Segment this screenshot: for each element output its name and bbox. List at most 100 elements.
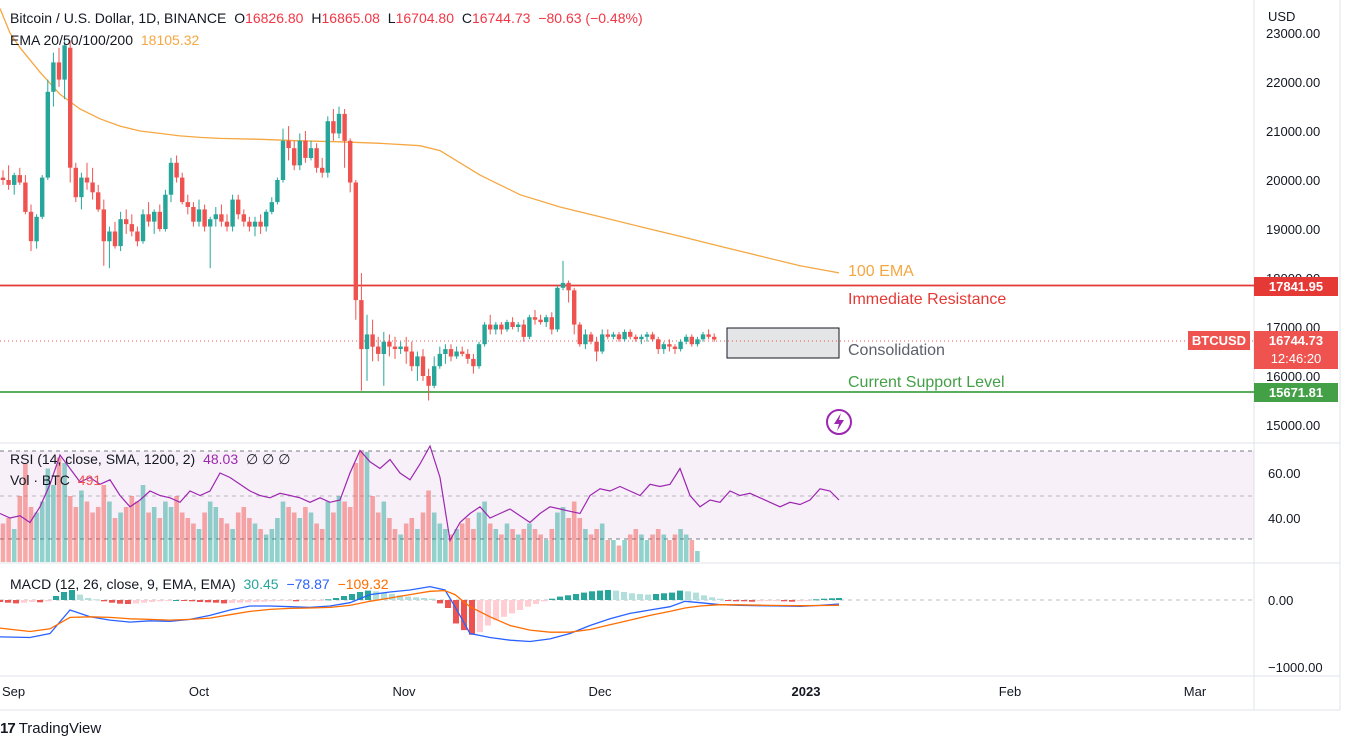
candle [286, 126, 291, 161]
rsi-legend[interactable]: RSI (14, close, SMA, 1200, 2) 48.03 ∅ ∅ … [10, 451, 294, 468]
candle [163, 189, 168, 232]
macd-hist-bar [213, 600, 219, 603]
candle [336, 106, 342, 139]
volume-bar [39, 501, 45, 562]
consolidation-box[interactable] [726, 327, 840, 359]
time-label: Mar [1184, 684, 1207, 699]
candle-body [135, 231, 140, 242]
candle-body [213, 214, 218, 220]
candle [370, 319, 375, 362]
candle [146, 202, 151, 227]
candle-body [157, 211, 162, 229]
macd-hist-bar [21, 600, 27, 603]
macd-hist-bar [413, 597, 419, 600]
candle [588, 331, 594, 345]
volume-bar [571, 501, 577, 562]
rsi-legend-extra: ∅ ∅ ∅ [246, 451, 291, 467]
time-label: Oct [189, 684, 210, 699]
candle [51, 52, 56, 107]
macd-hist-bar [373, 591, 379, 600]
candle [90, 167, 95, 200]
volume-bar [392, 529, 398, 562]
candle [376, 336, 381, 362]
footer-brand[interactable]: 17 TradingView [0, 720, 101, 737]
candle-body [656, 339, 661, 350]
rsi-legend-value: 48.03 [203, 451, 239, 467]
volume-bar [370, 496, 375, 562]
price-axis-ticks[interactable]: 23000.00 22000.00 21000.00 20000.00 19000.00… [1266, 26, 1320, 433]
volume-bar [174, 496, 179, 562]
time-label: 2023 [792, 684, 821, 699]
macd-hist-bar [437, 600, 443, 604]
volume-legend[interactable]: Vol · BTC 491 [10, 472, 105, 488]
volume-bar [6, 518, 11, 562]
candle [616, 331, 622, 342]
candle-body [124, 219, 129, 225]
macd-tick: 0.00 [1268, 593, 1293, 608]
time-label: Dec [588, 684, 612, 699]
candle-body [84, 177, 90, 183]
price-tick: 22000.00 [1266, 75, 1320, 90]
candle [695, 336, 700, 347]
volume-bar [118, 512, 123, 562]
ema-legend[interactable]: EMA 20/50/100/200 18105.32 [10, 32, 203, 48]
candle [325, 116, 330, 178]
candle [689, 334, 694, 347]
candle-body [6, 180, 11, 185]
macd-hist-bar [701, 595, 707, 600]
macd-hist-bar [293, 600, 299, 602]
volume-bar [123, 507, 129, 562]
symbol-legend[interactable]: Bitcoin / U.S. Dollar, 1D, BINANCE O1682… [10, 10, 647, 26]
candle [667, 339, 672, 352]
candle-body [224, 221, 230, 227]
candle [202, 204, 207, 232]
candle [0, 170, 6, 185]
last-price-badge: 16744.73 12:46:20 [1254, 331, 1338, 369]
macd-hist-bar [485, 600, 491, 626]
macd-hist-bar [141, 600, 147, 603]
candle [124, 209, 129, 234]
candle-body [712, 336, 717, 340]
macd-hist-bar [229, 600, 235, 603]
candle-body [560, 282, 566, 288]
candle [353, 180, 358, 320]
countdown-text: 12:46:20 [1271, 351, 1322, 366]
lightning-icon[interactable] [826, 409, 852, 435]
candle-body [314, 148, 319, 168]
candle-body [292, 148, 297, 166]
level-lines[interactable] [0, 284, 1254, 393]
time-axis-labels[interactable]: Sep Oct Nov Dec 2023 Feb Mar [2, 684, 1207, 699]
candle-body [443, 349, 448, 354]
macd-hist-bar [661, 593, 667, 600]
macd-legend-hist: −109.32 [337, 576, 389, 592]
macd-hist-bar [165, 600, 171, 601]
candle [348, 138, 353, 193]
candle-body [454, 351, 459, 357]
candle-body [594, 341, 599, 352]
rsi-path [0, 444, 840, 543]
volume-bar [112, 518, 118, 562]
macd-legend[interactable]: MACD (12, 26, close, 9, EMA, EMA) 30.45 … [10, 576, 393, 592]
macd-hist-bar [189, 600, 195, 602]
macd-hist-bar [645, 594, 651, 600]
candle [420, 349, 426, 381]
candle-body [325, 121, 330, 173]
macd-hist-bar [461, 600, 467, 631]
candle [247, 216, 252, 232]
candle [140, 209, 146, 244]
candle [297, 133, 302, 171]
macd-hist-bar [773, 600, 779, 601]
volume-bar [56, 457, 62, 562]
low-value: 16704.80 [395, 10, 454, 26]
candle-body [264, 211, 269, 227]
volume-bar [588, 534, 594, 562]
macd-hist-bar [45, 600, 51, 602]
candle [303, 131, 308, 163]
candle-body [101, 209, 106, 242]
candle-body [247, 221, 252, 227]
candle [650, 331, 655, 342]
candle [157, 204, 162, 232]
candle [437, 346, 442, 369]
candle-body [588, 334, 594, 342]
